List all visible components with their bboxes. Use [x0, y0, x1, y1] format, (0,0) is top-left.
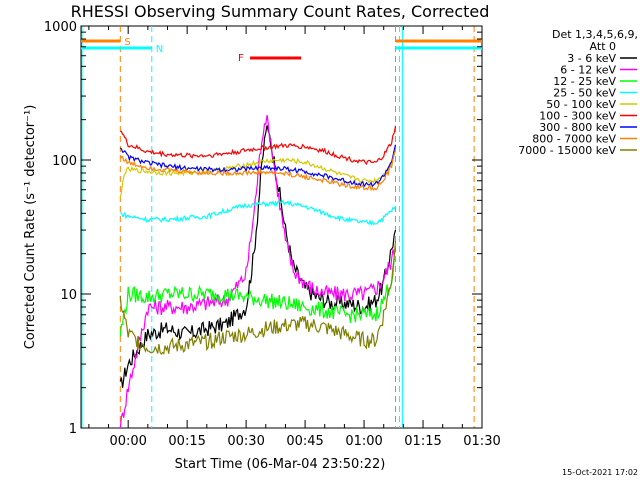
legend-label: 25 - 50 keV	[553, 87, 616, 100]
x-tick-label: 01:00	[345, 434, 382, 449]
series-line	[119, 240, 397, 355]
plot-area-border	[80, 25, 483, 429]
series-line	[119, 114, 397, 429]
y-tick-label: 10	[60, 288, 77, 303]
x-tick-label: 01:30	[463, 434, 500, 449]
legend-label: 7000 - 15000 keV	[518, 144, 616, 157]
series-line	[119, 150, 397, 192]
x-axis-label: Start Time (06-Mar-04 23:50:22)	[175, 457, 386, 472]
series-line	[119, 125, 397, 388]
legend-label: 12 - 25 keV	[553, 75, 616, 88]
y-axis-ticks: 1 10 100 1000	[44, 20, 482, 437]
y-tick-label: 1	[69, 422, 77, 437]
timestamp: 15-Oct-2021 17:02	[562, 468, 638, 477]
saa-flag-label: S	[124, 37, 130, 48]
annotation-layer: S N F	[81, 26, 482, 428]
legend-label: 50 - 100 keV	[546, 98, 616, 111]
night-flag-label: N	[156, 44, 163, 55]
series-layer	[119, 114, 397, 429]
series-line	[119, 144, 397, 188]
chart-title: RHESSI Observing Summary Count Rates, Co…	[71, 2, 490, 21]
legend-label: 100 - 300 keV	[539, 110, 616, 123]
series-line	[119, 257, 396, 337]
plot-frame	[80, 25, 483, 429]
legend-label: 6 - 12 keV	[560, 64, 616, 77]
x-tick-label: 00:00	[109, 434, 146, 449]
x-tick-label: 01:15	[404, 434, 441, 449]
y-tick-label: 100	[52, 154, 77, 169]
legend-header-detectors: Det 1,3,4,5,6,9,	[552, 28, 638, 41]
x-tick-label: 00:45	[286, 434, 323, 449]
y-tick-label: 1000	[44, 20, 77, 35]
legend-label: 3 - 6 keV	[567, 52, 616, 65]
series-line	[119, 149, 397, 199]
flare-flag-label: F	[238, 53, 244, 64]
x-tick-label: 00:30	[227, 434, 264, 449]
legend-label: 800 - 7000 keV	[532, 133, 616, 146]
legend-header-attenuator: Att 0	[590, 40, 616, 53]
x-tick-label: 00:15	[168, 434, 205, 449]
x-axis-ticks: 00:00 00:15 00:30 00:45 01:00 01:15 01:30	[88, 26, 501, 449]
series-line	[120, 199, 397, 226]
y-axis-label: Corrected Count Rate (s⁻¹ detector⁻¹)	[23, 105, 38, 350]
series-line	[120, 125, 397, 166]
legend-label: 300 - 800 keV	[539, 121, 616, 134]
